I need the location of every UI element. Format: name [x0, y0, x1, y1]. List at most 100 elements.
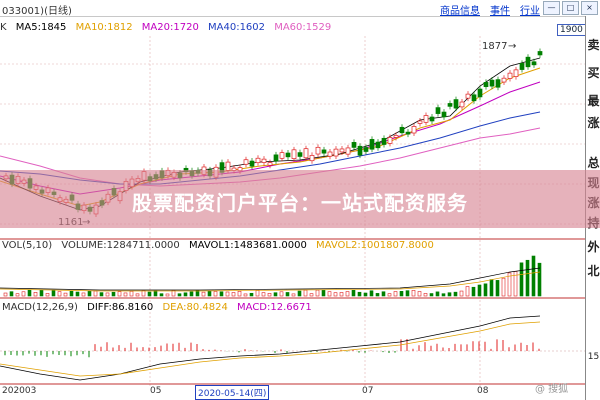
candle-body [423, 115, 429, 123]
volume-bar [261, 292, 266, 297]
volume-bar [411, 290, 416, 297]
volume-bar [243, 293, 248, 297]
volume-bar [153, 290, 158, 297]
volume-bar [15, 293, 20, 297]
candle-body [525, 56, 531, 68]
volume-bar [345, 291, 350, 297]
volume-bar [417, 291, 422, 297]
candle-body [519, 63, 525, 70]
volume-bar [123, 292, 128, 297]
volume-bar [321, 290, 326, 297]
candle-body [507, 72, 513, 79]
volume-bar [405, 290, 410, 297]
high-arrow: → [508, 41, 516, 52]
volume-bar [237, 290, 242, 297]
volume-bar [33, 292, 38, 297]
volume-bar [357, 291, 362, 297]
volume-bar [3, 292, 8, 297]
volume-bar [27, 289, 32, 297]
volume-bar [303, 289, 308, 297]
volume-bar [201, 291, 206, 297]
volume-bar [333, 292, 338, 297]
mavol1-value: MAVOL1:1483681.0000 [188, 240, 307, 251]
volume-bar [297, 290, 302, 297]
candle-body [489, 79, 495, 87]
link-industry[interactable]: 行业 [520, 6, 540, 17]
volume-bar [195, 290, 200, 297]
promo-banner [0, 170, 600, 228]
tab-15[interactable]: 15 [587, 352, 600, 362]
candle-body [327, 151, 333, 157]
candle-body [429, 116, 435, 122]
candle-body [303, 148, 309, 159]
volume-bar [519, 262, 524, 297]
volume-bar [453, 291, 458, 297]
ma60-value: MA60:1529 [274, 22, 332, 33]
link-events[interactable]: 事件 [490, 6, 510, 17]
candle-body [447, 103, 453, 107]
ma5-value: MA5:1845 [15, 22, 67, 33]
link-product-info[interactable]: 商品信息 [440, 6, 480, 17]
maximize-button[interactable]: □ [562, 1, 579, 15]
volume-bar [105, 292, 110, 297]
candle-body [261, 158, 267, 163]
volume-bar [531, 255, 536, 297]
high-annotation: 1877 [482, 41, 507, 52]
volume-bar [87, 290, 92, 297]
volume-bar [387, 293, 392, 297]
volume-bar [75, 291, 80, 297]
tab-north[interactable]: 北 [587, 264, 600, 278]
ma10-value: MA10:1812 [75, 22, 133, 33]
candle-body [375, 141, 381, 149]
volume-bar [159, 293, 164, 297]
volume-bar [267, 293, 272, 297]
candle-body [279, 152, 285, 159]
close-button[interactable]: × [581, 1, 598, 15]
candle-body [273, 154, 279, 162]
candle-body [471, 94, 477, 102]
candle-body [309, 155, 315, 162]
candle-body [297, 152, 303, 157]
minimize-button[interactable]: — [543, 1, 560, 15]
volume-bar [291, 293, 296, 297]
date-label-08: 08 [477, 386, 489, 396]
volume-bar [165, 293, 170, 297]
tab-latest[interactable]: 最 [587, 94, 600, 108]
macd-value: MACD:12.6671 [237, 302, 312, 313]
volume-bar [39, 289, 44, 297]
volume-bar [129, 291, 134, 297]
volume-bar [399, 291, 404, 297]
volume-bar [465, 286, 470, 297]
volume-bar [285, 292, 290, 297]
diff-value: DIFF:86.8160 [87, 302, 154, 313]
volume-bar [45, 293, 50, 297]
window-controls: — □ × [541, 1, 598, 15]
candle-body [249, 160, 255, 167]
dea-value: DEA:80.4824 [162, 302, 228, 313]
tab-buy[interactable]: 买 [587, 66, 600, 80]
volume-bar [93, 290, 98, 297]
candle-body [501, 77, 507, 83]
volume-bar [279, 291, 284, 297]
candle-body [513, 69, 519, 77]
volume-bar [135, 293, 140, 297]
volume-bar [369, 290, 374, 297]
candle-body [285, 152, 291, 158]
tab-change[interactable]: 涨 [587, 116, 600, 130]
volume-bar [435, 291, 440, 297]
candle-body [351, 142, 357, 148]
volume-bar [249, 292, 254, 297]
volume-bar [423, 293, 428, 297]
candle-body [291, 149, 297, 159]
volume-bar [375, 293, 380, 297]
tab-total[interactable]: 总 [587, 156, 600, 170]
tab-outer[interactable]: 外 [587, 240, 600, 254]
volume-bar [231, 292, 236, 297]
candle-body [393, 135, 399, 138]
candle-body [345, 147, 351, 155]
volume-bar [213, 291, 218, 297]
tab-sell[interactable]: 卖 [587, 38, 600, 52]
candle-body [381, 137, 387, 145]
volume-bar [363, 292, 368, 297]
volume-bar [141, 290, 146, 297]
